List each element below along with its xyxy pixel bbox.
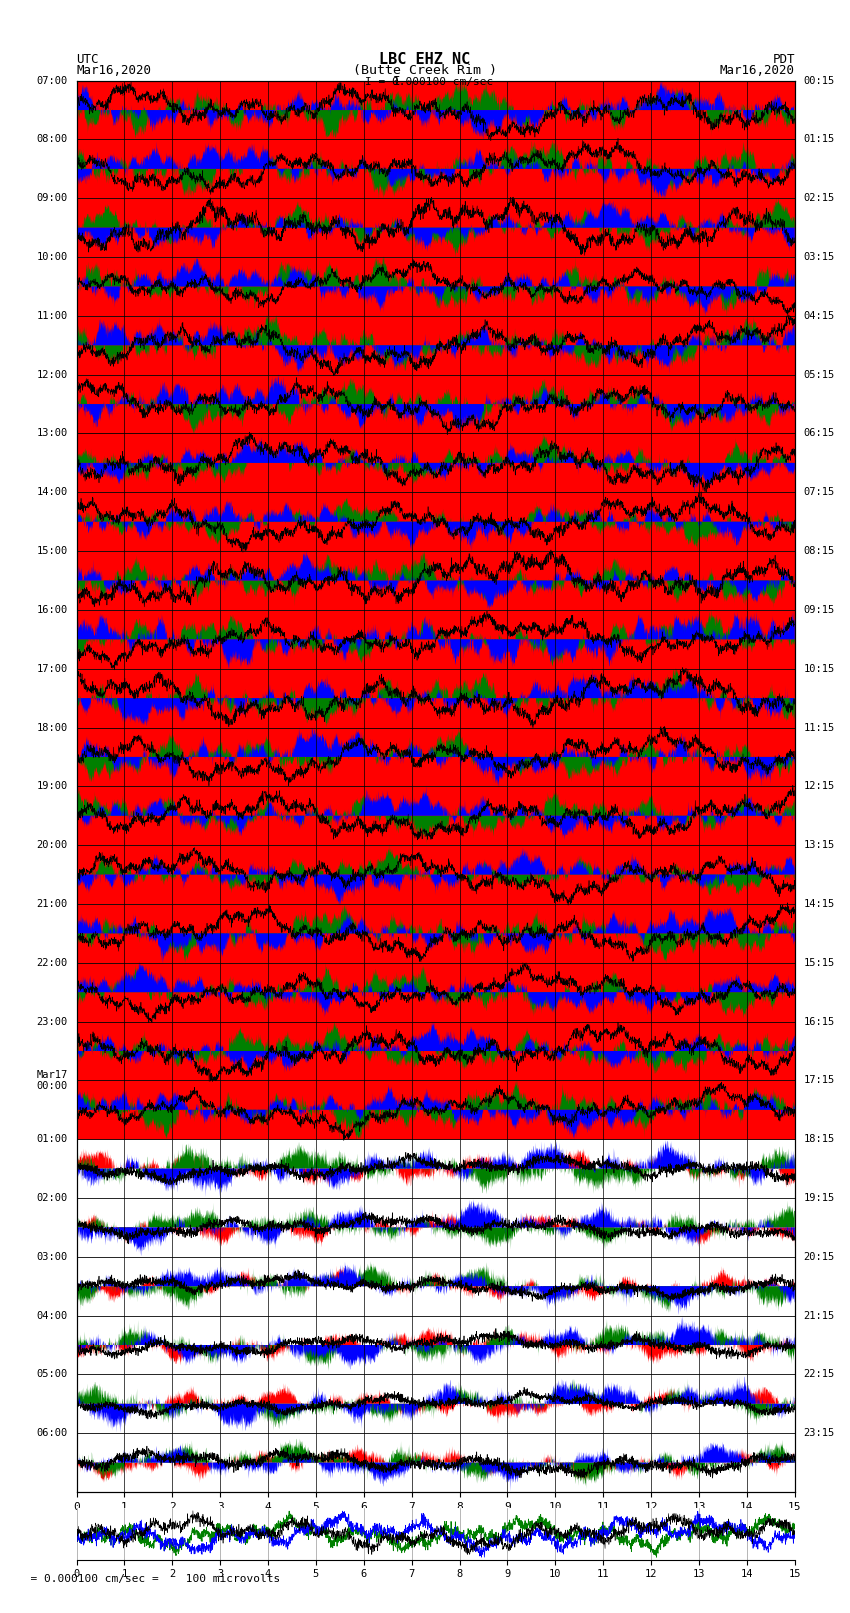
Text: 07:00: 07:00 bbox=[37, 76, 68, 85]
X-axis label: TIME (MINUTES): TIME (MINUTES) bbox=[383, 1516, 488, 1529]
Text: 18:15: 18:15 bbox=[803, 1134, 835, 1144]
Text: 14:00: 14:00 bbox=[37, 487, 68, 497]
Text: 21:15: 21:15 bbox=[803, 1311, 835, 1321]
Text: UTC: UTC bbox=[76, 53, 99, 66]
Text: 23:00: 23:00 bbox=[37, 1016, 68, 1026]
Text: 16:00: 16:00 bbox=[37, 605, 68, 615]
Text: 17:00: 17:00 bbox=[37, 663, 68, 674]
Text: 01:00: 01:00 bbox=[37, 1134, 68, 1144]
Text: 02:00: 02:00 bbox=[37, 1194, 68, 1203]
Text: 14:15: 14:15 bbox=[803, 898, 835, 910]
Text: 12:00: 12:00 bbox=[37, 369, 68, 379]
Text: 07:15: 07:15 bbox=[803, 487, 835, 497]
Text: 06:15: 06:15 bbox=[803, 429, 835, 439]
Text: 11:00: 11:00 bbox=[37, 311, 68, 321]
Text: 09:00: 09:00 bbox=[37, 194, 68, 203]
Text: 19:15: 19:15 bbox=[803, 1194, 835, 1203]
Text: 04:15: 04:15 bbox=[803, 311, 835, 321]
Text: 20:00: 20:00 bbox=[37, 840, 68, 850]
Text: 22:15: 22:15 bbox=[803, 1369, 835, 1379]
Text: 15:00: 15:00 bbox=[37, 547, 68, 556]
Text: 05:00: 05:00 bbox=[37, 1369, 68, 1379]
Text: 23:15: 23:15 bbox=[803, 1428, 835, 1439]
Text: 21:00: 21:00 bbox=[37, 898, 68, 910]
Text: 09:15: 09:15 bbox=[803, 605, 835, 615]
Text: = 0.000100 cm/sec =    100 microvolts: = 0.000100 cm/sec = 100 microvolts bbox=[17, 1574, 280, 1584]
Text: 00:15: 00:15 bbox=[803, 76, 835, 85]
Text: 10:15: 10:15 bbox=[803, 663, 835, 674]
Text: 17:15: 17:15 bbox=[803, 1076, 835, 1086]
Text: 15:15: 15:15 bbox=[803, 958, 835, 968]
Text: Mar16,2020: Mar16,2020 bbox=[76, 65, 151, 77]
Text: 02:15: 02:15 bbox=[803, 194, 835, 203]
Text: 20:15: 20:15 bbox=[803, 1252, 835, 1261]
Text: 06:00: 06:00 bbox=[37, 1428, 68, 1439]
Text: 03:15: 03:15 bbox=[803, 252, 835, 261]
Text: Mar16,2020: Mar16,2020 bbox=[720, 65, 795, 77]
Text: 16:15: 16:15 bbox=[803, 1016, 835, 1026]
Text: 12:15: 12:15 bbox=[803, 781, 835, 792]
Text: 04:00: 04:00 bbox=[37, 1311, 68, 1321]
Text: I = 0.000100 cm/sec: I = 0.000100 cm/sec bbox=[366, 77, 493, 87]
Text: Mar17
00:00: Mar17 00:00 bbox=[37, 1069, 68, 1090]
Text: 08:15: 08:15 bbox=[803, 547, 835, 556]
Text: 08:00: 08:00 bbox=[37, 134, 68, 145]
Text: (Butte Creek Rim ): (Butte Creek Rim ) bbox=[353, 65, 497, 77]
Text: 22:00: 22:00 bbox=[37, 958, 68, 968]
Text: 19:00: 19:00 bbox=[37, 781, 68, 792]
Text: 13:00: 13:00 bbox=[37, 429, 68, 439]
Text: 01:15: 01:15 bbox=[803, 134, 835, 145]
Text: I: I bbox=[393, 74, 400, 89]
Text: 05:15: 05:15 bbox=[803, 369, 835, 379]
Text: PDT: PDT bbox=[773, 53, 795, 66]
Text: 10:00: 10:00 bbox=[37, 252, 68, 261]
Text: 18:00: 18:00 bbox=[37, 723, 68, 732]
Text: 13:15: 13:15 bbox=[803, 840, 835, 850]
Text: 03:00: 03:00 bbox=[37, 1252, 68, 1261]
Text: LBC EHZ NC: LBC EHZ NC bbox=[379, 52, 471, 68]
Text: 11:15: 11:15 bbox=[803, 723, 835, 732]
